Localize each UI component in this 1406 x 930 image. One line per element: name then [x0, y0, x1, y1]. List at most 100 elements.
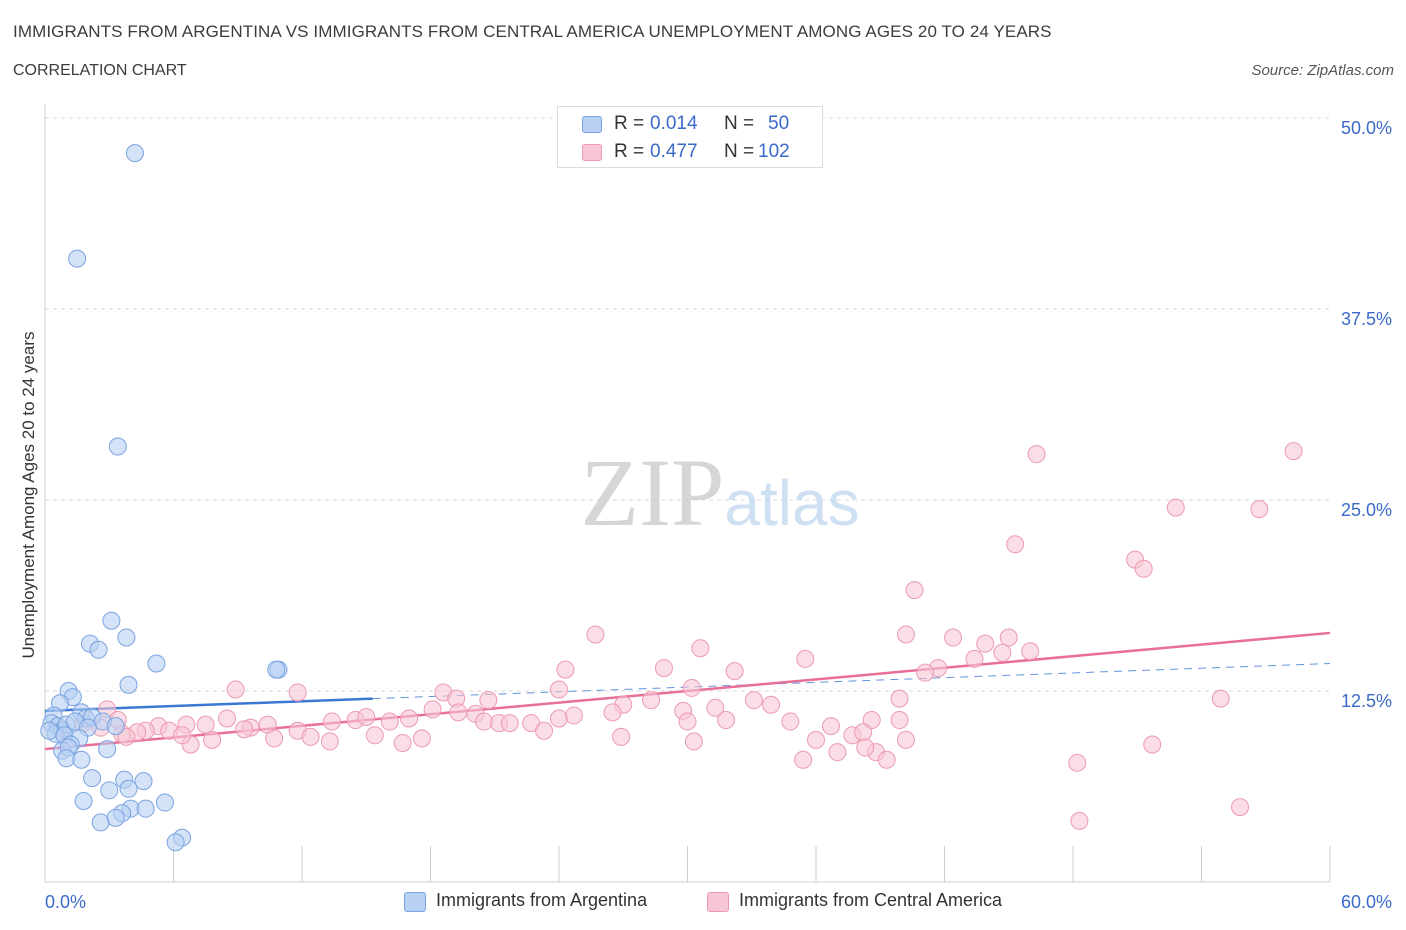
source-credit: Source: ZipAtlas.com: [1251, 62, 1394, 79]
x-tick-label: 60.0%: [1341, 892, 1392, 912]
point-argentina: [83, 769, 102, 788]
point-central-america: [550, 709, 568, 728]
point-central-america: [725, 662, 744, 681]
point-central-america: [854, 723, 873, 742]
point-argentina: [68, 249, 87, 268]
point-central-america: [117, 727, 136, 746]
point-central-america: [796, 649, 815, 668]
point-central-america: [944, 628, 963, 647]
y-tick-label: 12.5%: [1341, 691, 1392, 711]
point-argentina: [134, 772, 153, 791]
point-central-america: [654, 659, 673, 678]
legend-n-value: 50: [768, 113, 790, 134]
point-central-america: [475, 712, 494, 731]
point-central-america: [1070, 811, 1089, 830]
watermark: ZIPatlas: [580, 439, 859, 546]
point-argentina: [125, 144, 144, 163]
point-central-america: [976, 634, 995, 653]
point-central-america: [1250, 500, 1269, 519]
legend-r-label: R =: [614, 113, 645, 134]
point-central-america: [586, 625, 605, 644]
point-argentina: [72, 750, 91, 769]
point-argentina: [166, 833, 185, 852]
x-tick-label: 0.0%: [45, 892, 86, 912]
trend-line-argentina-dashed: [372, 662, 1331, 700]
series-argentina-points: [40, 144, 288, 852]
legend-n-label: N =: [724, 141, 755, 162]
point-central-america: [1006, 535, 1025, 554]
legend-n-value: 102: [758, 141, 790, 162]
legend-r-value: 0.477: [650, 141, 698, 162]
point-central-america: [642, 691, 661, 710]
point-central-america: [1231, 798, 1250, 817]
point-central-america: [1068, 753, 1087, 772]
point-argentina: [91, 813, 110, 832]
point-central-america: [393, 733, 412, 752]
point-argentina: [57, 749, 76, 768]
point-central-america: [235, 720, 254, 739]
stats-legend: R = 0.014 N = 50 R = 0.477 N = 102: [557, 106, 823, 168]
legend-n-label: N =: [724, 113, 755, 134]
bottom-legend-label-central-america: Immigrants from Central America: [739, 890, 1003, 910]
point-central-america: [380, 712, 399, 731]
bottom-legend-label-argentina: Immigrants from Argentina: [436, 890, 648, 910]
point-central-america: [322, 712, 341, 731]
point-central-america: [877, 750, 896, 769]
point-argentina: [117, 628, 136, 647]
point-central-america: [905, 581, 924, 600]
point-central-america: [1021, 642, 1040, 661]
point-central-america: [1284, 442, 1303, 461]
tick-labels: 12.5% 25.0% 37.5% 50.0% 0.0% 60.0%: [45, 118, 1392, 912]
point-central-america: [423, 700, 442, 719]
legend-r-value: 0.014: [650, 113, 698, 134]
point-central-america: [196, 715, 215, 734]
point-central-america: [678, 712, 697, 731]
point-central-america: [449, 703, 468, 722]
y-tick-label: 37.5%: [1341, 309, 1392, 329]
gridlines: [45, 117, 1330, 692]
point-central-america: [717, 711, 736, 730]
point-argentina: [147, 654, 166, 673]
bottom-legend-swatch-argentina: [404, 892, 426, 912]
point-argentina: [102, 611, 121, 630]
point-central-america: [890, 711, 909, 730]
chart-subtitle: CORRELATION CHART: [13, 62, 187, 79]
point-central-america: [821, 717, 840, 736]
point-argentina: [108, 437, 127, 456]
point-central-america: [1211, 689, 1230, 708]
point-argentina: [89, 640, 108, 659]
point-central-america: [807, 730, 825, 749]
point-argentina: [119, 779, 138, 798]
point-argentina: [119, 675, 138, 694]
point-central-america: [828, 743, 847, 762]
y-tick-label: 50.0%: [1341, 118, 1392, 138]
point-central-america: [1143, 735, 1162, 754]
point-argentina: [106, 717, 125, 736]
point-central-america: [1134, 559, 1153, 578]
point-central-america: [479, 691, 498, 710]
point-central-america: [218, 709, 237, 728]
point-central-america: [288, 683, 307, 702]
point-central-america: [794, 750, 813, 769]
point-argentina: [40, 721, 59, 740]
point-central-america: [781, 712, 800, 731]
y-tick-label: 25.0%: [1341, 500, 1392, 520]
point-argentina: [74, 792, 93, 811]
point-argentina: [136, 799, 155, 818]
point-central-america: [856, 738, 875, 757]
point-central-america: [744, 691, 763, 710]
point-central-america: [357, 707, 376, 726]
point-central-america: [896, 730, 915, 749]
point-central-america: [265, 729, 284, 748]
chart-title: IMMIGRANTS FROM ARGENTINA VS IMMIGRANTS …: [13, 22, 1052, 41]
legend-r-label: R =: [614, 141, 645, 162]
point-central-america: [173, 726, 192, 745]
point-central-america: [762, 695, 781, 714]
point-central-america: [1166, 498, 1185, 517]
point-central-america: [999, 628, 1018, 647]
axes: [44, 104, 1331, 883]
point-central-america: [564, 706, 583, 725]
point-central-america: [550, 680, 568, 699]
point-central-america: [412, 729, 431, 748]
